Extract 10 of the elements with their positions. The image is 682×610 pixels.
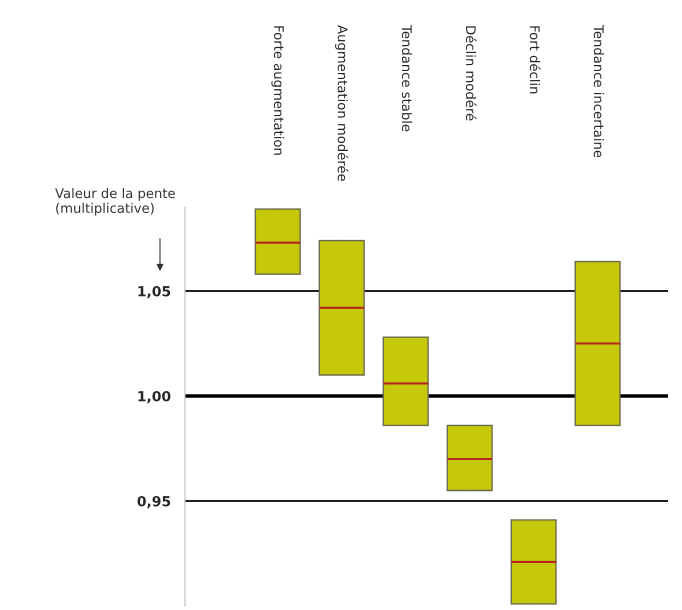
x-tick-label: Déclin modéré — [466, 26, 477, 120]
x-tick-label: Fort déclin — [530, 26, 541, 94]
y-tick-label: 1,00 — [138, 390, 170, 404]
x-tick-label: Forte augmentation — [271, 26, 284, 155]
y-tick-label: 0,95 — [138, 496, 170, 508]
x-tick-label: Tendance stable — [402, 25, 412, 132]
y-axis-title: Valeur de la pente (multiplicative) — [55, 188, 175, 216]
x-tick-label: Tendance incertaine — [594, 25, 604, 158]
x-tick-label: Augmentation modérée — [335, 25, 348, 181]
y-tick-label: 1,05 — [138, 286, 170, 298]
